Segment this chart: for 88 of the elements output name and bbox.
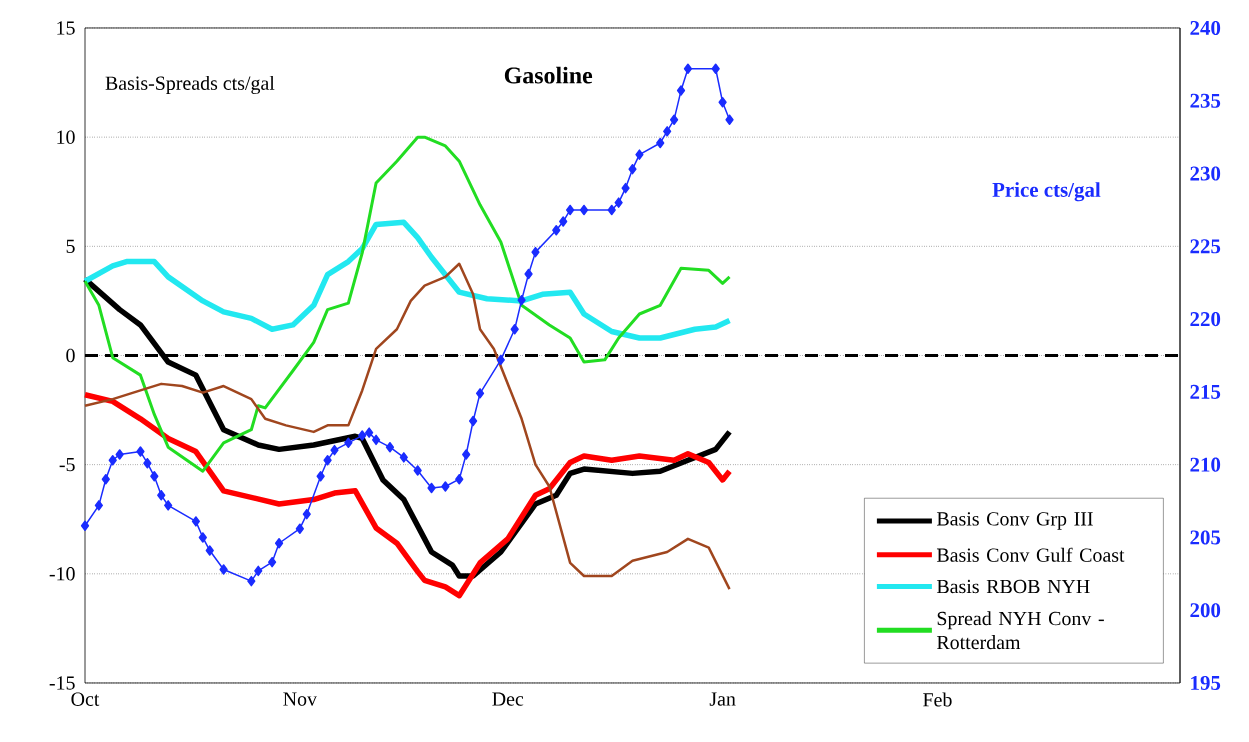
legend-label: Spread NYH Conv - Rotterdam [936,611,1104,650]
point [365,427,374,438]
y2-tick-label: 215 [1190,384,1221,399]
line-series [83,135,732,473]
point [302,508,311,520]
legend-label: Basis Conv Gulf Coast [936,547,1125,562]
x-tick-label: Oct [71,692,100,706]
x-tick-label: Feb [923,692,952,707]
point [115,449,124,460]
point [517,294,526,306]
y-tick-label: -15 [49,676,75,690]
point [676,85,686,96]
point [413,465,422,476]
point [628,163,637,175]
point [496,354,505,366]
point [108,455,117,466]
legend-label: Basis RBOB NYH [936,579,1090,594]
point [683,63,693,74]
point [247,575,256,587]
point [205,545,214,556]
text: Gasoline [504,66,593,84]
point [219,564,228,575]
point [656,137,665,149]
y2-axis-title: Price cts/gal [992,182,1101,202]
y2-tick-label: 195 [1191,675,1221,691]
point [268,556,277,568]
point [579,204,589,216]
y-tick-label: 0 [66,348,75,363]
point [607,204,616,216]
y2-tick-label: 205 [1190,530,1221,545]
point [725,114,734,125]
point [559,216,568,227]
point [344,437,353,449]
point [358,430,367,441]
y-tick-label: -5 [59,458,75,472]
point [524,268,533,280]
point [80,520,90,532]
point [323,455,332,466]
point [371,434,381,446]
y2-tick-label: 240 [1190,20,1221,36]
point [552,225,561,236]
point [531,246,540,258]
point [711,63,720,74]
point [462,449,471,460]
point [295,523,304,534]
point [566,204,575,216]
point [621,182,630,194]
point [330,444,339,456]
y2-tick-label: 220 [1190,312,1221,327]
y-tick-label: 15 [57,21,75,35]
point [385,441,395,453]
point [635,149,644,160]
x-tick-label: Jan [709,692,736,706]
x-tick-label: Dec [492,692,524,706]
point [164,500,173,511]
point [510,324,519,335]
point [614,197,623,208]
x-tick-label: Nov [283,692,318,706]
y-axis-title: Basis-Spreads cts/gal [105,75,275,95]
y-tick-label: 10 [57,130,75,144]
y2-tick-label: 230 [1190,166,1221,181]
point [427,482,436,494]
point [718,96,727,108]
point [157,489,166,501]
point [274,538,284,549]
y-tick-label: -10 [49,567,75,581]
point [150,471,159,482]
y-tick-label: 5 [66,239,75,253]
point [198,532,207,543]
y2-tick-label: 200 [1190,603,1221,618]
point [468,415,478,427]
point [136,446,145,457]
point [254,565,263,577]
point [101,473,110,485]
point [441,481,450,492]
point [143,457,152,469]
y2-tick-label: 225 [1190,239,1221,254]
point [94,500,103,511]
point [399,452,408,463]
point [475,388,485,399]
y2-tick-label: 210 [1190,457,1221,472]
point [316,471,325,482]
point [191,516,201,527]
legend-label: Basis Conv Grp III [936,512,1093,530]
y2-tick-label: 235 [1190,93,1221,108]
point [669,114,679,125]
point [455,473,464,485]
point [663,126,672,137]
